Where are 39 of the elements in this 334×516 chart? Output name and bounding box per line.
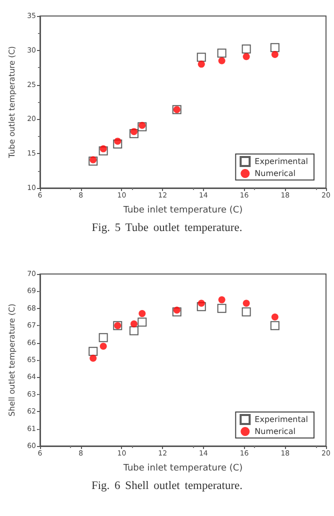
- point: [114, 138, 122, 145]
- point: [242, 307, 251, 316]
- legend-label: Experimental: [254, 415, 308, 424]
- x-axis-title: Tube inlet temperature (C): [122, 206, 243, 216]
- caption: Fig. 5 Tube outlet temperature.: [90, 222, 244, 234]
- point: [242, 44, 251, 54]
- point: [242, 300, 250, 307]
- point: [100, 145, 107, 152]
- point: [88, 346, 98, 356]
- point: [242, 53, 250, 60]
- point: [218, 296, 226, 304]
- point: [218, 57, 226, 64]
- point: [90, 354, 97, 362]
- point: [270, 43, 280, 52]
- point: [100, 342, 107, 350]
- point: [138, 122, 146, 129]
- point: [198, 300, 205, 307]
- point: [130, 128, 138, 136]
- point: [173, 306, 180, 314]
- point: [270, 321, 280, 330]
- point: [98, 333, 108, 342]
- point: [138, 310, 146, 318]
- point: [217, 304, 226, 313]
- legend-label: Numerical: [254, 169, 296, 178]
- point: [138, 318, 147, 327]
- x-axis-title: Tube inlet temperature (C): [122, 464, 243, 474]
- y-axis-title: Tube outlet temperature (C): [8, 46, 16, 159]
- point: [90, 156, 97, 164]
- point: [198, 60, 205, 68]
- y-axis-title: Shell outlet temperature (C): [8, 304, 16, 416]
- point: [196, 52, 206, 62]
- legend-label: Experimental: [254, 157, 308, 166]
- caption: Fig. 6 Shell outlet temperature.: [90, 480, 244, 492]
- legend-label: Numerical: [254, 427, 296, 436]
- point: [217, 48, 226, 58]
- point: [130, 320, 138, 328]
- point: [129, 326, 138, 336]
- point: [271, 314, 278, 320]
- point: [271, 51, 278, 58]
